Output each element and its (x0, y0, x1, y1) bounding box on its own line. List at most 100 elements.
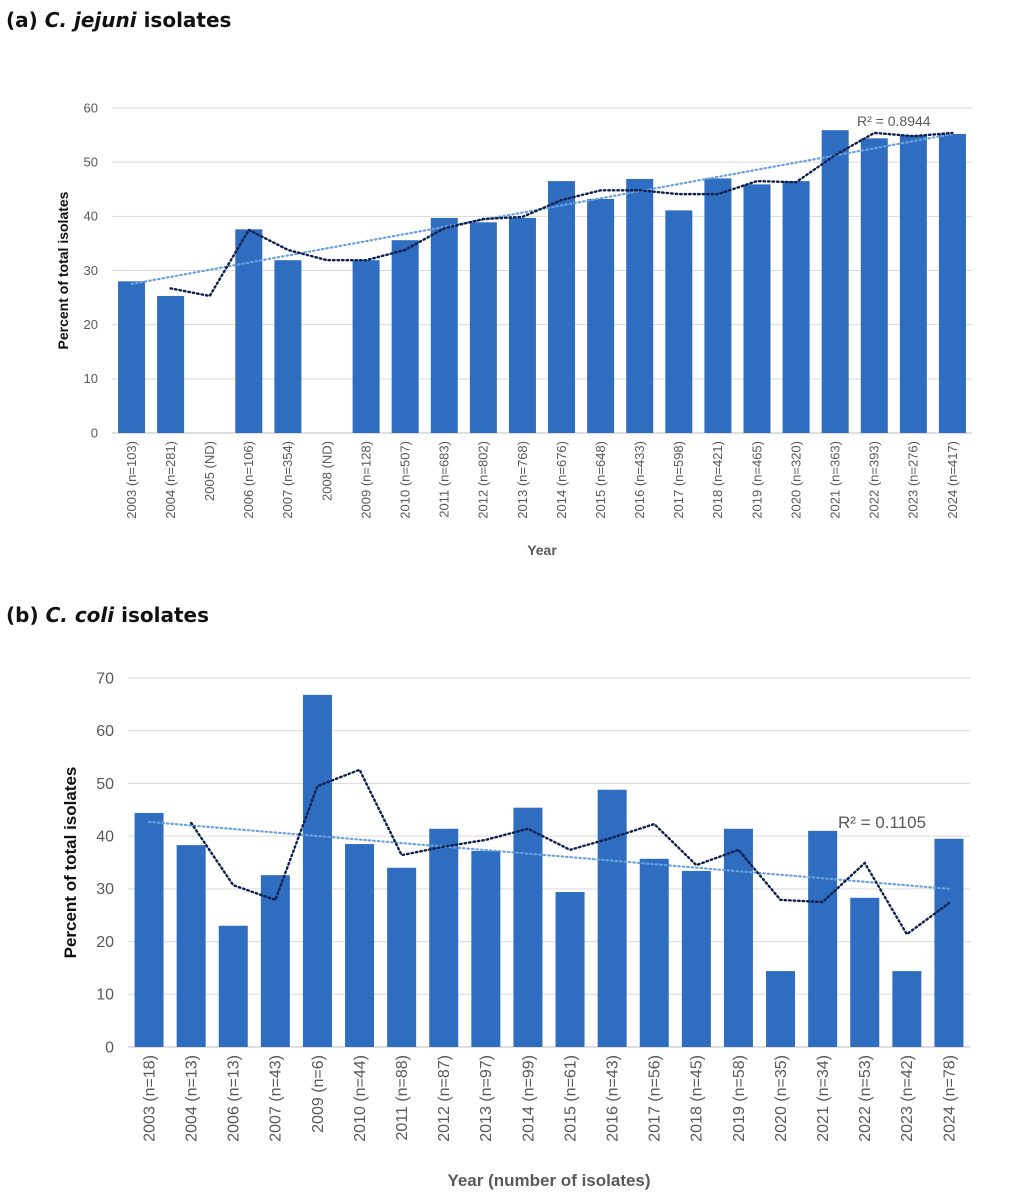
x-tick-label: 2010 (n=44) (352, 1055, 369, 1142)
x-tick-label: 2020 (n=320) (788, 441, 803, 519)
x-tick-label: 2009 (n=6) (310, 1055, 327, 1133)
bar (808, 830, 838, 1047)
bar (387, 867, 417, 1047)
bar (508, 217, 536, 433)
panel-a-species: C. jejuni (44, 8, 137, 32)
bar (157, 295, 185, 433)
x-tick-label: 2022 (n=393) (867, 441, 882, 519)
bar (597, 789, 627, 1047)
bar (938, 134, 966, 433)
bar (430, 217, 458, 433)
bar (302, 694, 332, 1047)
panel-a-prefix: (a) (6, 8, 38, 32)
bar (555, 892, 585, 1047)
y-tick-label: 30 (96, 881, 114, 898)
r-squared-label: R² = 0.1105 (838, 813, 926, 832)
x-tick-label: 2016 (n=43) (604, 1055, 621, 1142)
moving-average-line (169, 131, 954, 298)
y-tick-label: 60 (96, 723, 114, 740)
chart-a: 0 10 20 30 40 50 60 2003 (n=103) 2004 (n=281) 200… (55, 100, 972, 558)
bar (723, 828, 753, 1047)
bar (352, 260, 380, 433)
bar (260, 875, 290, 1047)
x-tick-label: 2004 (n=13) (183, 1055, 200, 1142)
panel-b-title: (b) C. coli isolates (6, 603, 209, 627)
y-tick-label: 30 (84, 263, 98, 278)
x-tick-label: 2021 (n=363) (828, 441, 843, 519)
y-tick-label: 40 (96, 828, 114, 845)
y-tick-label: 70 (96, 670, 114, 687)
y-tick-label: 50 (84, 155, 98, 170)
x-tick-label: 2017 (n=598) (671, 441, 686, 519)
x-tick-label: 2008 (ND) (319, 441, 334, 501)
x-tick-label: 2009 (n=128) (358, 441, 373, 519)
x-tick-label: 2016 (n=433) (632, 441, 647, 519)
bar (704, 178, 732, 433)
y-tick-label: 0 (105, 1039, 114, 1056)
panel-b-suffix: isolates (121, 603, 209, 627)
bar (782, 181, 810, 433)
panel-a-title: (a) C. jejuni isolates (6, 8, 231, 32)
x-tick-label: 2007 (n=354) (280, 441, 295, 519)
x-axis-label: Year (number of isolates) (447, 1171, 650, 1190)
x-tick-label: 2023 (n=42) (899, 1055, 916, 1142)
x-tick-label: 2014 (n=676) (554, 441, 569, 519)
bar (274, 260, 302, 433)
bar (429, 828, 459, 1047)
x-tick-label: 2003 (n=103) (124, 441, 139, 519)
x-tick-label: 2021 (n=34) (815, 1055, 832, 1142)
bar (934, 838, 964, 1047)
y-tick-label: 0 (91, 425, 98, 440)
y-tick-label: 10 (84, 371, 98, 386)
bar (850, 897, 880, 1047)
bar (134, 812, 164, 1047)
x-tick-label: 2011 (n=88) (394, 1055, 411, 1141)
bar (118, 281, 146, 433)
x-tick-label: 2006 (n=106) (241, 441, 256, 519)
x-tick-label: 2017 (n=56) (647, 1055, 664, 1142)
bar (587, 199, 615, 433)
bar (218, 925, 248, 1047)
bar (469, 222, 497, 433)
trendline (147, 820, 951, 890)
bar (766, 971, 796, 1047)
y-axis-label: Percent of total isolates (61, 767, 80, 959)
x-tick-label: 2011 (n=683) (437, 441, 452, 518)
x-tick-label: 2018 (n=421) (710, 441, 725, 519)
moving-average-line (189, 768, 951, 936)
r-squared-label: R² = 0.8944 (857, 113, 931, 129)
bar (743, 184, 771, 433)
bar (665, 210, 693, 433)
bar (548, 181, 576, 433)
x-tick-label: 2013 (n=97) (478, 1055, 495, 1142)
y-tick-label: 50 (96, 776, 114, 793)
panel-b-prefix: (b) (6, 603, 39, 627)
x-tick-label: 2019 (n=58) (731, 1055, 748, 1142)
y-axis-label: Percent of total isolates (55, 191, 71, 349)
x-tick-label: 2013 (n=768) (515, 441, 530, 519)
x-tick-label: 2015 (n=61) (562, 1055, 579, 1142)
x-tick-label: 2019 (n=465) (749, 441, 764, 519)
x-tick-label: 2018 (n=45) (689, 1055, 706, 1142)
bar (176, 845, 206, 1047)
x-tick-label: 2007 (n=43) (268, 1055, 285, 1142)
x-tick-label: 2003 (n=18) (141, 1055, 158, 1142)
x-tick-label: 2024 (n=78) (941, 1055, 958, 1142)
x-tick-label: 2023 (n=276) (906, 441, 921, 519)
x-tick-label: 2024 (n=417) (945, 441, 960, 519)
bar (391, 240, 419, 433)
bar (626, 178, 654, 433)
bar (639, 858, 669, 1047)
x-tick-label: 2022 (n=53) (857, 1055, 874, 1142)
panel-a-suffix: isolates (143, 8, 232, 32)
bar (513, 807, 543, 1047)
x-tick-label: 2006 (n=13) (226, 1055, 243, 1142)
x-tick-label: 2020 (n=35) (773, 1055, 790, 1142)
y-tick-label: 20 (84, 317, 98, 332)
x-tick-label: 2012 (n=802) (476, 441, 491, 519)
y-tick-label: 10 (96, 987, 114, 1004)
x-tick-label: 2012 (n=87) (436, 1055, 453, 1142)
x-tick-label: 2014 (n=99) (520, 1055, 537, 1142)
x-tick-label: 2010 (n=507) (398, 441, 413, 519)
